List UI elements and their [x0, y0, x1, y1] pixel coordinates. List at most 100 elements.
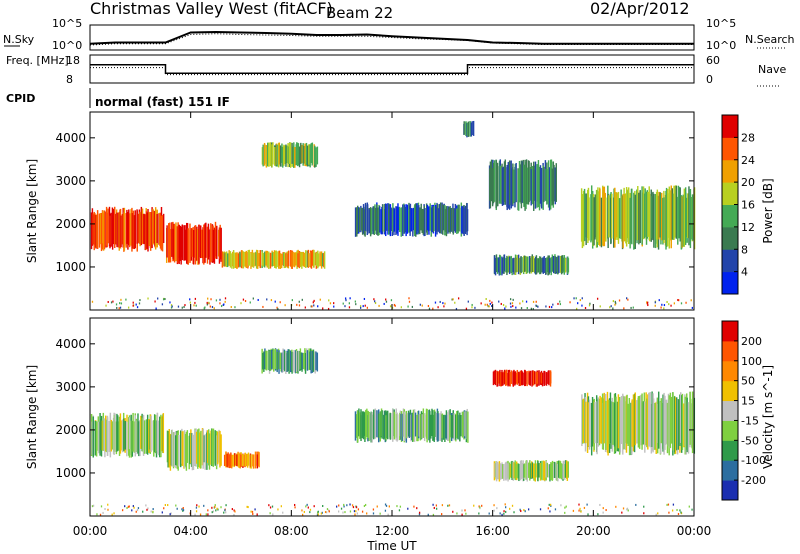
power-region-7-cell [631, 188, 633, 245]
velocity-region-2-cell [232, 454, 234, 467]
power-region-6-cell [499, 255, 502, 276]
velocity-ground-scatter [626, 507, 629, 510]
velocity-ground-scatter [294, 503, 296, 506]
power-region-2-cell [231, 253, 233, 269]
power-ground-scatter [211, 306, 214, 309]
power-region-6-cell [513, 257, 515, 275]
power-region-3-cell [272, 142, 274, 165]
velocity-region-4-cell [440, 411, 442, 441]
nave-tick-bottom: 0 [706, 73, 713, 86]
power-region-5-cell [531, 165, 534, 205]
power-region-5-cell [545, 168, 547, 202]
power-region-7-cell [625, 193, 627, 244]
power-region-0-cell [100, 212, 103, 252]
power-ground-scatter [390, 299, 393, 302]
power-region-3-cell [298, 146, 301, 168]
power-region-1-cell [171, 222, 173, 257]
power-region-6-cell [531, 254, 534, 273]
power-ground-scatter [170, 304, 173, 307]
power-ground-scatter [537, 305, 539, 308]
power-region-2-cell [314, 252, 317, 266]
velocity-ground-scatter [433, 506, 435, 509]
velocity-region-3-cell [276, 351, 278, 371]
power-ground-scatter [532, 300, 535, 303]
power-ground-scatter [219, 298, 221, 301]
velocity-region-2-cell [254, 451, 257, 467]
power-ground-scatter [548, 305, 551, 308]
power-ground-scatter [171, 305, 173, 308]
noise-right-label: N.Search [745, 33, 795, 46]
power-ground-scatter [408, 300, 411, 303]
velocity-region-0-cell [91, 421, 94, 455]
power-region-4-cell [435, 206, 437, 232]
power-region-5-cell [537, 160, 540, 208]
power-region-7-cell [662, 197, 664, 245]
velocity-region-1-cell [200, 430, 202, 469]
velocity-region-7-cell [626, 394, 628, 444]
power-ground-scatter [411, 305, 414, 308]
velocity-region-5-cell [548, 370, 550, 384]
x-tick-label: 00:00 [677, 524, 712, 538]
power-region-0-cell [123, 207, 126, 251]
velocity-region-6-cell [549, 464, 551, 482]
velocity-ground-scatter [396, 505, 398, 508]
velocity-region-0-cell [154, 414, 157, 454]
power-ground-scatter [654, 304, 656, 307]
power-ground-scatter [184, 304, 186, 307]
velocity-colorbar-swatch [722, 460, 738, 481]
velocity-ground-scatter [655, 513, 657, 516]
velocity-ground-scatter [456, 512, 458, 515]
power-region-5-cell [525, 159, 528, 204]
velocity-ground-scatter [305, 505, 307, 508]
velocity-region-0-cell [133, 421, 136, 453]
velocity-region-0-cell [124, 420, 127, 450]
power-panel: 1000 2000 3000 4000 Slant Range [km] 4 8 12 16… [25, 111, 775, 311]
velocity-ground-scatter [169, 513, 171, 516]
power-region-4-cell [385, 203, 388, 231]
cpid-program-label: normal (fast) 151 IF [95, 95, 230, 109]
power-ground-scatter [224, 297, 227, 300]
power-ground-scatter [274, 300, 276, 303]
velocity-region-1-cell [212, 428, 215, 464]
power-region-6-cell [539, 257, 542, 272]
power-region-7-cell [637, 186, 639, 241]
power-ground-scatter [610, 305, 612, 308]
velocity-region-4-cell [422, 408, 425, 438]
power-ground-scatter [471, 306, 473, 309]
velocity-region-5-cell [502, 372, 504, 386]
power-region-0-cell [99, 213, 102, 245]
velocity-region-7-cell [646, 398, 648, 448]
power-ground-scatter [487, 305, 489, 308]
power-ground-scatter [91, 300, 94, 303]
velocity-region-7-cell [600, 397, 603, 444]
velocity-region-6-cell [503, 464, 505, 481]
power-region-5-cell [550, 159, 553, 202]
velocity-ground-scatter [137, 507, 140, 510]
power-colorbar-swatch [722, 271, 738, 295]
velocity-region-5-cell [532, 370, 535, 386]
power-ground-scatter [545, 305, 547, 308]
velocity-region-1-cell [203, 435, 205, 463]
power-ground-scatter [452, 298, 454, 301]
power-region-1-cell [213, 227, 216, 264]
power-ground-scatter [647, 301, 649, 304]
power-region-5-cell [540, 167, 543, 209]
power-region-5-cell [489, 161, 492, 209]
power-ground-scatter [680, 302, 683, 305]
velocity-colorbar-swatch [722, 360, 738, 382]
velocity-ytick-label: 1000 [55, 466, 86, 480]
power-region-0-cell [117, 212, 120, 248]
power-ground-scatter [363, 297, 366, 300]
power-region-4-cell [409, 203, 412, 232]
power-ytick-label: 3000 [55, 174, 86, 188]
velocity-ground-scatter [250, 510, 252, 513]
velocity-region-3-cell [264, 348, 266, 370]
velocity-region-7-cell [627, 403, 629, 447]
velocity-region-4-cell [378, 413, 380, 438]
velocity-region-7-cell [619, 400, 622, 453]
power-region-5-cell [492, 162, 495, 204]
velocity-region-4-cell [411, 412, 413, 441]
power-region-5-cell [553, 164, 555, 202]
power-region-2-cell [271, 252, 274, 267]
velocity-ground-scatter [565, 505, 567, 508]
